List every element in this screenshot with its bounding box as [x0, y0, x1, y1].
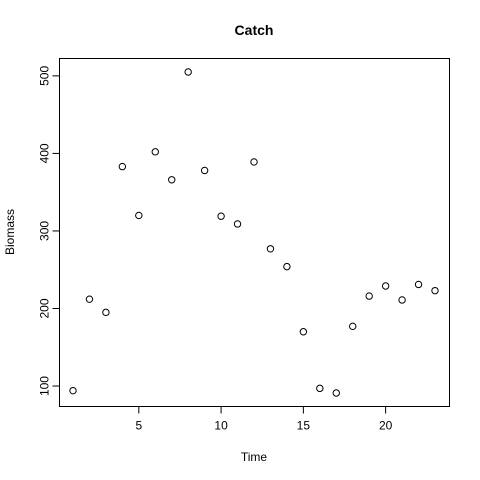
data-point [398, 296, 406, 304]
data-point [266, 245, 275, 253]
x-tick-label: 10 [214, 419, 228, 433]
y-tick-label: 500 [38, 66, 52, 86]
x-tick-label: 15 [297, 419, 311, 433]
y-tick-label: 100 [38, 376, 52, 396]
data-point [381, 282, 390, 290]
chart-title: Catch [235, 22, 274, 38]
data-point [69, 386, 77, 395]
data-point [349, 322, 357, 331]
plot-frame [59, 58, 450, 407]
y-tick-label: 300 [38, 221, 52, 241]
data-point [316, 384, 324, 393]
data-point [250, 158, 258, 166]
y-tick-label: 400 [38, 143, 52, 163]
y-axis-label: Biomass [3, 209, 17, 255]
x-axis: 5 10 15 20 [135, 406, 393, 433]
data-point [85, 295, 94, 303]
x-axis-label: Time [241, 450, 268, 464]
data-point [332, 389, 340, 397]
data-point [233, 220, 242, 228]
x-tick-label: 5 [135, 419, 142, 433]
data-point [151, 148, 159, 156]
data-point [102, 308, 110, 317]
x-tick-label: 20 [379, 419, 393, 433]
data-point [414, 280, 423, 289]
data-point [135, 211, 143, 220]
data-point [365, 292, 373, 300]
data-point [431, 286, 439, 295]
data-point [200, 166, 209, 175]
data-point [283, 262, 291, 271]
data-points [69, 68, 439, 397]
data-point [118, 162, 127, 171]
y-tick-label: 200 [38, 298, 52, 318]
data-point [168, 176, 176, 184]
data-point [184, 68, 192, 76]
data-point [217, 212, 225, 220]
data-point [299, 328, 308, 336]
y-axis: 100 200 300 400 500 [38, 66, 60, 396]
